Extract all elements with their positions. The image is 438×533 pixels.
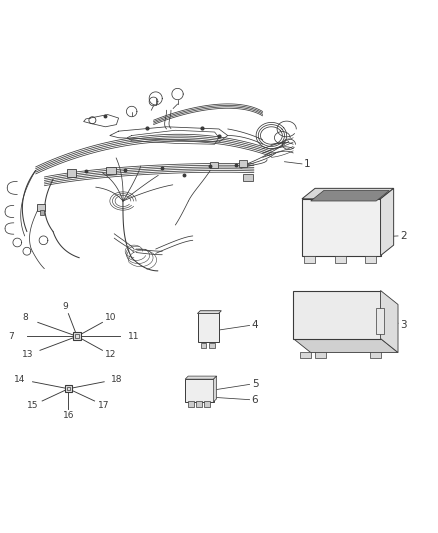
Text: 3: 3 bbox=[400, 320, 407, 330]
Polygon shape bbox=[311, 190, 389, 201]
Text: 9: 9 bbox=[63, 302, 68, 311]
Bar bbox=[198, 313, 219, 342]
Text: 2: 2 bbox=[400, 231, 407, 241]
Text: 7: 7 bbox=[8, 332, 14, 341]
Bar bbox=[37, 204, 45, 211]
Bar bbox=[196, 401, 202, 407]
Polygon shape bbox=[198, 311, 221, 313]
Text: 12: 12 bbox=[105, 350, 116, 359]
Bar bbox=[75, 334, 79, 338]
Polygon shape bbox=[381, 188, 394, 256]
Polygon shape bbox=[185, 376, 217, 379]
Bar bbox=[185, 379, 214, 402]
Polygon shape bbox=[381, 290, 398, 352]
Text: 15: 15 bbox=[27, 401, 39, 410]
Bar bbox=[239, 160, 247, 167]
Polygon shape bbox=[293, 338, 398, 352]
Bar bbox=[293, 290, 381, 338]
Bar bbox=[315, 352, 326, 358]
Bar bbox=[304, 256, 315, 263]
Text: 13: 13 bbox=[22, 350, 34, 359]
Text: 18: 18 bbox=[111, 375, 123, 384]
Polygon shape bbox=[214, 376, 217, 402]
Bar bbox=[188, 401, 194, 407]
Text: 8: 8 bbox=[22, 313, 28, 322]
Bar bbox=[376, 308, 384, 334]
Text: 4: 4 bbox=[252, 320, 258, 330]
Text: 14: 14 bbox=[14, 375, 26, 384]
Text: 6: 6 bbox=[252, 394, 258, 405]
Bar bbox=[201, 343, 206, 349]
Bar bbox=[243, 174, 253, 181]
Bar bbox=[65, 385, 72, 392]
Bar bbox=[209, 343, 215, 349]
Text: 11: 11 bbox=[128, 332, 139, 341]
Text: 16: 16 bbox=[63, 411, 74, 421]
Bar bbox=[67, 169, 76, 176]
Polygon shape bbox=[302, 188, 394, 199]
Bar bbox=[335, 256, 346, 263]
Bar bbox=[210, 161, 218, 168]
Text: 17: 17 bbox=[98, 401, 110, 410]
Bar bbox=[365, 256, 376, 263]
Text: 10: 10 bbox=[105, 313, 116, 322]
Bar bbox=[67, 387, 70, 390]
Bar bbox=[106, 166, 116, 174]
Bar bbox=[204, 401, 210, 407]
Bar bbox=[39, 210, 44, 215]
Bar bbox=[300, 352, 311, 358]
Bar bbox=[370, 352, 381, 358]
Text: 1: 1 bbox=[304, 159, 311, 169]
Bar bbox=[302, 199, 381, 256]
Text: 5: 5 bbox=[252, 379, 258, 390]
Bar bbox=[73, 333, 81, 340]
